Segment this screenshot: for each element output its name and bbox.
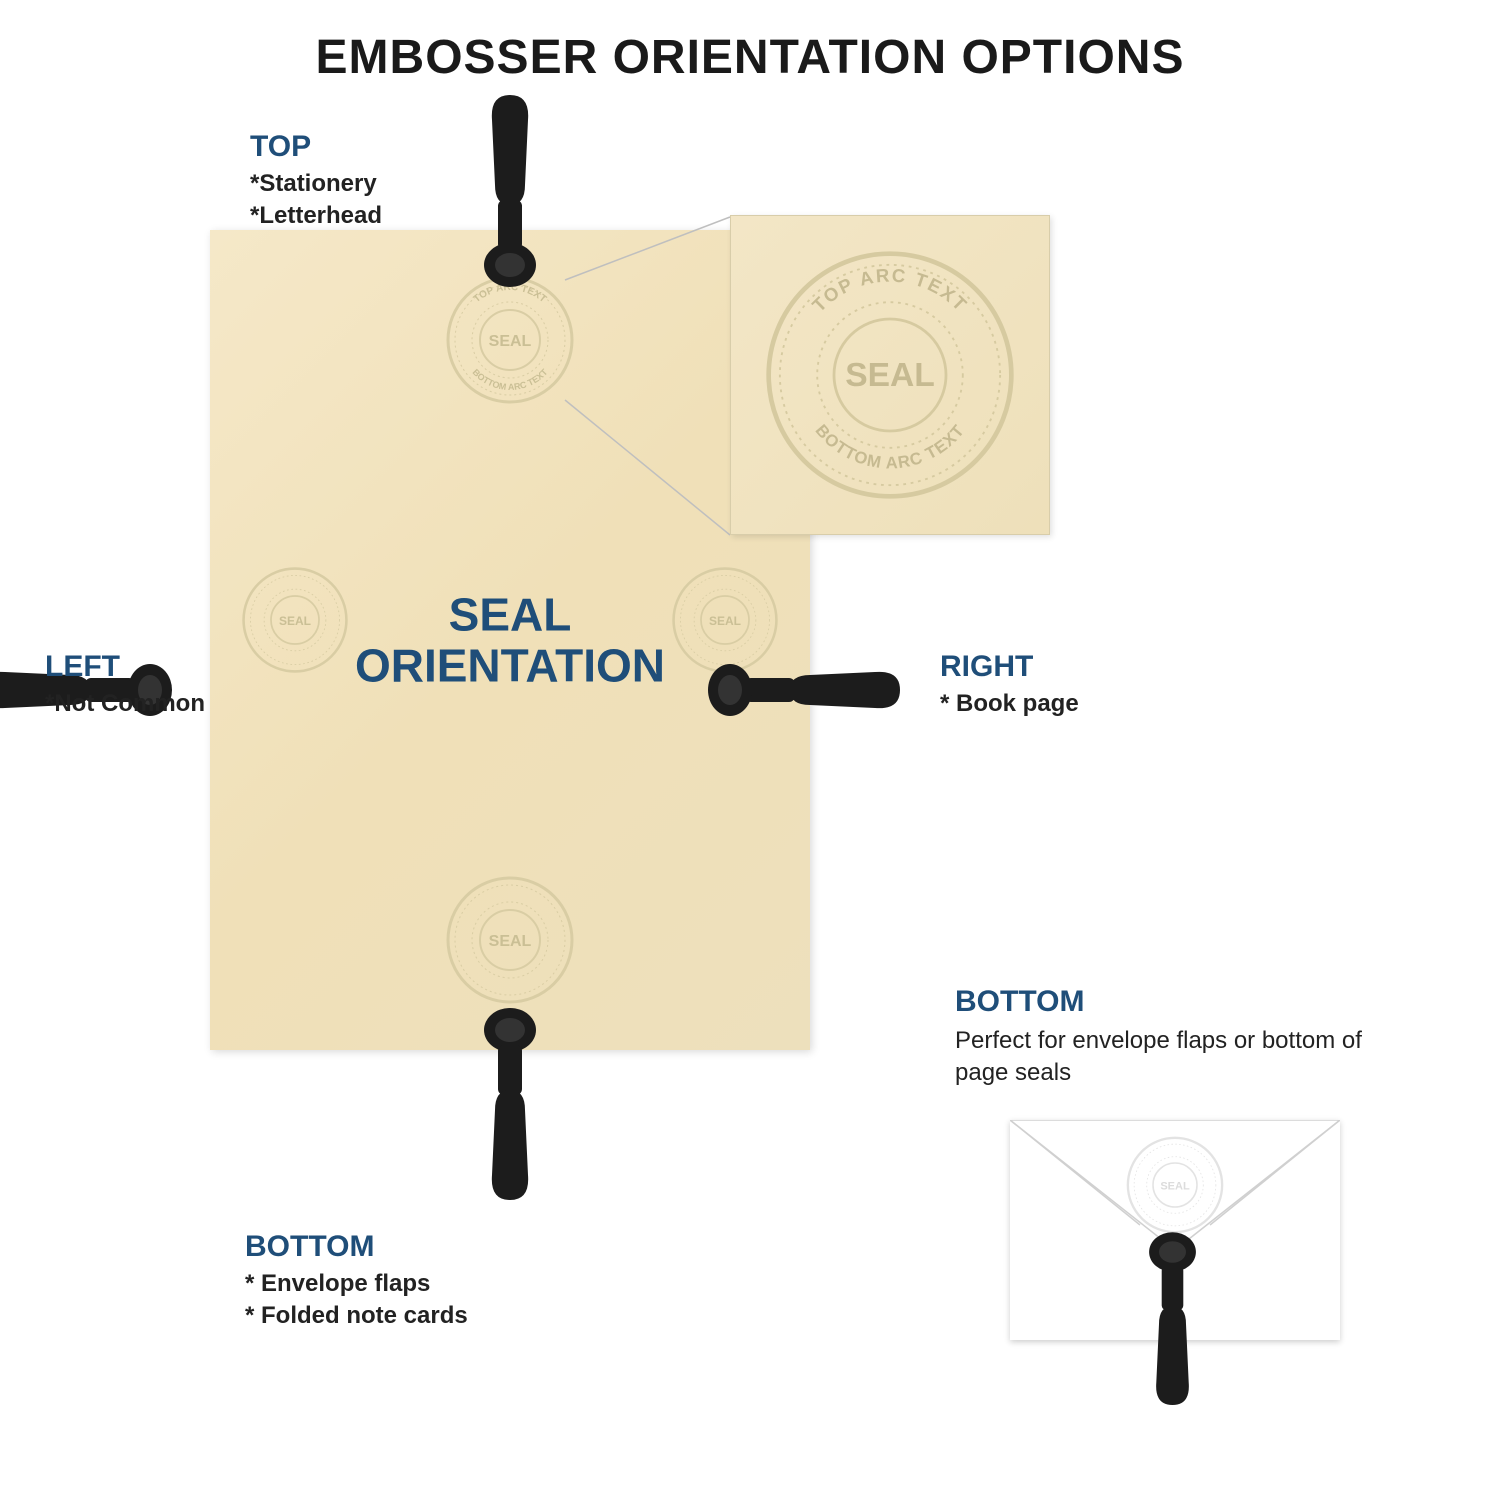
label-right: RIGHT * Book page	[940, 650, 1079, 720]
label-top: TOP *Stationery *Letterhead	[250, 130, 382, 233]
seal-impression-zoom: TOP ARC TEXT BOTTOM ARC TEXT SEAL	[750, 235, 1030, 515]
svg-text:SEAL: SEAL	[1160, 1180, 1190, 1192]
seal-impression-envelope: SEAL	[1120, 1130, 1230, 1240]
br-subtitle: Perfect for envelope flaps or bottom of …	[955, 1025, 1415, 1090]
svg-text:BOTTOM ARC TEXT: BOTTOM ARC TEXT	[812, 421, 969, 473]
label-bottom-title: BOTTOM	[245, 1230, 468, 1264]
svg-text:SEAL: SEAL	[279, 614, 311, 628]
svg-text:SEAL: SEAL	[845, 357, 935, 394]
label-top-title: TOP	[250, 130, 382, 164]
label-right-title: RIGHT	[940, 650, 1079, 684]
svg-text:SEAL: SEAL	[709, 614, 741, 628]
label-bottom-line-2: * Folded note cards	[245, 1300, 468, 1332]
svg-text:SEAL: SEAL	[489, 933, 532, 950]
svg-text:TOP ARC TEXT: TOP ARC TEXT	[808, 264, 972, 316]
label-left: LEFT *Not Common	[45, 650, 205, 720]
embosser-icon-right	[700, 660, 900, 720]
embosser-icon-top	[480, 95, 540, 295]
seal-impression-left: SEAL	[235, 560, 355, 680]
embosser-icon-envelope	[1145, 1225, 1200, 1405]
label-bottom-line-1: * Envelope flaps	[245, 1268, 468, 1300]
label-left-line-1: *Not Common	[45, 688, 205, 720]
center-line-1: SEAL	[355, 589, 665, 640]
embosser-icon-bottom	[480, 1000, 540, 1200]
seal-impression-bottom: SEAL	[440, 870, 580, 1010]
bottom-right-panel: BOTTOM Perfect for envelope flaps or bot…	[955, 985, 1415, 1340]
label-left-title: LEFT	[45, 650, 205, 684]
zoom-inset: TOP ARC TEXT BOTTOM ARC TEXT SEAL	[730, 215, 1050, 535]
envelope-illustration: SEAL	[1010, 1120, 1340, 1340]
label-bottom: BOTTOM * Envelope flaps * Folded note ca…	[245, 1230, 468, 1333]
svg-text:SEAL: SEAL	[489, 333, 532, 350]
label-top-line-1: *Stationery	[250, 168, 382, 200]
paper-sheet: SEAL ORIENTATION TOP ARC TEXT BOTTOM ARC…	[210, 230, 810, 1050]
br-title: BOTTOM	[955, 985, 1415, 1019]
center-line-2: ORIENTATION	[355, 640, 665, 691]
label-right-line-1: * Book page	[940, 688, 1079, 720]
page-title: EMBOSSER ORIENTATION OPTIONS	[0, 30, 1500, 85]
label-top-line-2: *Letterhead	[250, 200, 382, 232]
center-label: SEAL ORIENTATION	[355, 589, 665, 690]
